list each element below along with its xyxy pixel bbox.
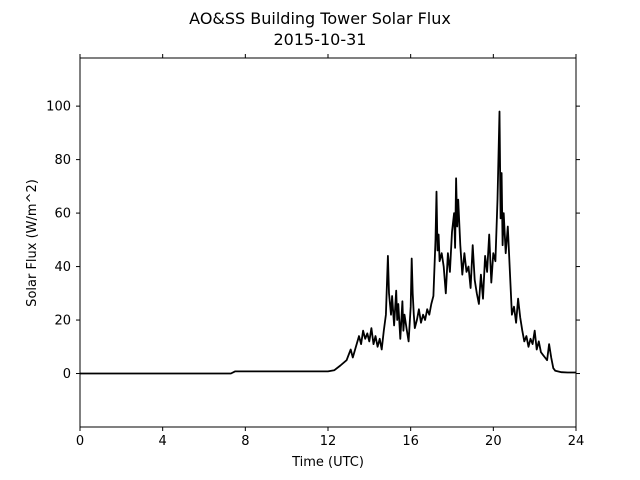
y-tick-label-40: 40 <box>54 260 71 275</box>
x-tick-label-16: 16 <box>402 434 419 449</box>
y-tick-label-20: 20 <box>54 314 71 329</box>
x-axis-label: Time (UTC) <box>291 455 364 470</box>
x-tick-label-0: 0 <box>76 434 84 449</box>
series-line-0 <box>80 110 576 375</box>
y-tick-label-60: 60 <box>54 207 71 222</box>
plot-area: 0 4 8 12 16 20 24 0 20 40 60 80 100 <box>46 54 584 449</box>
x-tick-label-24: 24 <box>568 434 585 449</box>
x-tick-label-8: 8 <box>241 434 249 449</box>
chart-title: AO&SS Building Tower Solar Flux <box>189 9 451 28</box>
y-tick-label-80: 80 <box>54 153 71 168</box>
y-axis-label: Solar Flux (W/m^2) <box>25 179 40 307</box>
chart-subtitle: 2015-10-31 <box>274 30 367 49</box>
x-tick-label-12: 12 <box>320 434 337 449</box>
y-tick-label-0: 0 <box>63 367 71 382</box>
x-tick-label-4: 4 <box>159 434 167 449</box>
x-tick-label-20: 20 <box>485 434 502 449</box>
y-tick-label-100: 100 <box>46 100 71 115</box>
